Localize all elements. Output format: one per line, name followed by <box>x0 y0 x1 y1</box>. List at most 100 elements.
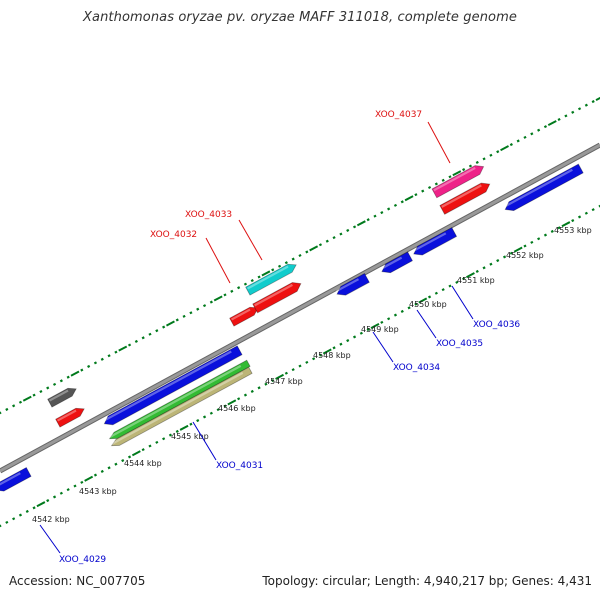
gene-arrow-highlight <box>0 472 21 489</box>
gene-reverse[interactable] <box>335 272 370 298</box>
tick-minor <box>298 364 302 368</box>
gene-label[interactable]: XOO_4029 <box>59 555 106 565</box>
tick-minor <box>12 404 16 408</box>
tick-minor <box>318 243 323 247</box>
gene-reverse[interactable] <box>102 345 243 428</box>
gene-label[interactable]: XOO_4031 <box>216 461 263 471</box>
gene-arrow-highlight <box>504 168 573 208</box>
gene-label[interactable]: XOO_4035 <box>436 339 483 349</box>
tick-minor <box>271 379 275 383</box>
tick-minor <box>196 419 200 423</box>
gene-forward[interactable] <box>252 279 303 314</box>
tick-minor <box>557 226 561 230</box>
tick-minor <box>332 346 336 350</box>
tick-minor <box>216 408 220 412</box>
tick-minor <box>523 135 527 139</box>
tick-minor <box>73 484 77 488</box>
gene-label-callout <box>238 219 263 261</box>
tick-major <box>36 501 46 508</box>
gene-reverse[interactable] <box>0 466 32 495</box>
tick-major <box>404 195 414 202</box>
gene-forward[interactable] <box>439 180 492 215</box>
tick-minor <box>257 275 261 279</box>
tick-minor <box>107 466 111 470</box>
gene-label[interactable]: XOO_4034 <box>393 363 440 373</box>
gene-arrow-highlight <box>103 350 232 422</box>
tick-minor <box>339 342 343 346</box>
tick-minor <box>393 203 398 207</box>
tick-minor <box>441 288 445 292</box>
tick-major <box>275 373 284 380</box>
gene-forward[interactable] <box>431 162 486 199</box>
tick-major <box>131 450 141 457</box>
gene-arrow-highlight <box>254 283 293 307</box>
outer-tick-track <box>0 96 600 415</box>
tick-minor <box>46 499 50 503</box>
gene-label[interactable]: XOO_4036 <box>473 320 520 330</box>
tick-minor <box>114 462 118 466</box>
tick-minor <box>591 100 595 104</box>
tick-minor <box>387 207 391 211</box>
gene-label-callout <box>372 331 394 363</box>
gene-label[interactable]: XOO_4037 <box>375 110 422 120</box>
gene-arrow-shape <box>103 345 243 426</box>
gene-label-callout <box>451 285 474 320</box>
gene-arrow-shape <box>108 359 251 440</box>
gene-label[interactable]: XOO_4032 <box>150 230 197 240</box>
tick-minor <box>127 455 132 459</box>
tick-label: 4549 kbp <box>361 325 399 334</box>
tick-minor <box>496 150 500 154</box>
tick-minor <box>393 313 398 317</box>
tick-major <box>118 345 128 352</box>
tick-minor <box>162 437 166 441</box>
tick-minor <box>482 157 486 161</box>
tick-minor <box>148 444 152 448</box>
tick-minor <box>134 339 138 343</box>
tick-major <box>322 348 332 355</box>
tick-minor <box>250 279 254 283</box>
gene-forward[interactable] <box>47 385 79 408</box>
gene-label-callout <box>416 309 437 339</box>
tick-minor <box>468 164 473 168</box>
tick-minor <box>209 300 213 304</box>
tick-minor <box>414 193 418 197</box>
gene-forward[interactable] <box>245 261 299 296</box>
tick-minor <box>271 268 275 272</box>
tick-minor <box>489 262 493 266</box>
tick-minor <box>121 459 125 463</box>
tick-minor <box>325 239 329 243</box>
gene-label[interactable]: XOO_4033 <box>185 210 232 220</box>
gene-reverse[interactable] <box>380 251 413 276</box>
tick-minor <box>543 125 548 129</box>
tick-minor <box>496 259 500 263</box>
gene-arrow-highlight <box>412 232 447 252</box>
tick-minor <box>462 277 466 281</box>
tick-minor <box>502 255 507 259</box>
gene-forward[interactable] <box>55 405 87 428</box>
tick-minor <box>127 343 132 347</box>
tick-minor <box>434 291 438 295</box>
tick-minor <box>18 513 23 517</box>
tick-minor <box>571 219 575 223</box>
gene-forward[interactable] <box>229 304 261 327</box>
tick-major <box>466 272 475 279</box>
gene-reverse[interactable] <box>411 227 458 259</box>
tick-minor <box>189 422 193 426</box>
gene-reverse[interactable] <box>110 366 253 449</box>
tick-minor <box>243 282 248 286</box>
gene-arrow-highlight <box>433 166 476 192</box>
tick-label: 4545 kbp <box>171 432 209 441</box>
gene-reverse[interactable] <box>503 163 584 214</box>
tick-minor <box>66 375 70 379</box>
tick-minor <box>5 520 9 524</box>
tick-minor <box>291 368 295 372</box>
gene-arrow-shape <box>0 466 32 492</box>
tick-minor <box>509 143 513 147</box>
gene-reverse[interactable] <box>108 359 251 442</box>
tick-major <box>500 145 509 152</box>
gene-arrow-highlight <box>111 371 244 445</box>
tick-minor <box>141 448 145 452</box>
tick-minor <box>0 411 2 415</box>
